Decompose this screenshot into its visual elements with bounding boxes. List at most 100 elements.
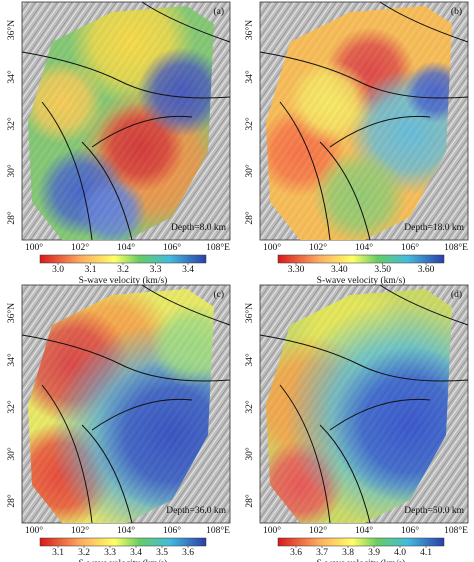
longitude-label: 104°	[117, 525, 135, 536]
colorbar-tick-label: 3.60	[418, 265, 435, 275]
map-panel: (a) Depth=8.0 km 36°N 34° 32° 30° 28° 100° 102° 1…	[6, 1, 231, 286]
fault-line	[91, 398, 193, 431]
longitude-label: 102°	[71, 525, 89, 536]
colorbar-tick-label: 3.1	[85, 265, 97, 275]
latitude-label: 30°	[6, 447, 17, 461]
colorbar-tick-label: 3.6	[182, 548, 194, 558]
colorbar-tick-label: 3.40	[331, 265, 348, 275]
fault-line	[279, 101, 331, 241]
depth-label: Depth=50.0 km	[404, 506, 464, 516]
colorbar	[277, 537, 445, 547]
fault-line	[41, 101, 93, 241]
colorbar	[39, 254, 207, 264]
colorbar-tick-label: 3.5	[156, 548, 168, 558]
fault-line	[259, 334, 469, 382]
longitude-label: 102°	[309, 525, 327, 536]
fault-line	[91, 115, 193, 148]
latitude-label: 36°N	[6, 20, 17, 40]
latitude-label: 28°	[6, 211, 17, 225]
longitude-label: 106°	[163, 242, 181, 253]
panel-label: (c)	[213, 289, 224, 300]
longitude-label: 106°	[401, 525, 419, 536]
map-panel: (d) Depth=50.0 km 36°N 34° 32° 30° 28° 100° 102°…	[244, 284, 469, 562]
colorbar-tick-label: 3.50	[374, 265, 391, 275]
colorbar-tick-label: 4.1	[420, 548, 432, 558]
fault-line	[319, 141, 371, 241]
latitude-label: 30°	[244, 447, 255, 461]
colorbar-tick-label: 3.1	[52, 548, 64, 558]
longitude-label: 108°E	[206, 525, 230, 536]
latitude-label: 34°	[244, 70, 255, 84]
latitude-label: 32°	[6, 400, 17, 414]
longitude-label: 108°E	[444, 242, 468, 253]
colorbar-label: S-wave velocity (km/s)	[79, 275, 168, 286]
fault-line	[21, 334, 231, 382]
colorbar-tick-label: 3.2	[78, 548, 90, 558]
longitude-label: 108°E	[444, 525, 468, 536]
longitude-label: 100°	[263, 525, 281, 536]
colorbar	[277, 254, 445, 264]
fault-line	[81, 141, 133, 241]
depth-label: Depth=8.0 km	[171, 223, 227, 233]
longitude-label: 104°	[117, 242, 135, 253]
latitude-label: 34°	[244, 353, 255, 367]
latitude-label: 36°N	[244, 303, 255, 323]
colorbar-tick-label: 3.30	[288, 265, 305, 275]
longitude-label: 108°E	[206, 242, 230, 253]
colorbar-tick-label: 3.3	[104, 548, 116, 558]
colorbar-tick-label: 3.3	[150, 265, 162, 275]
colorbar-tick-label: 3.6	[290, 548, 302, 558]
latitude-label: 28°	[244, 494, 255, 508]
latitude-label: 32°	[244, 400, 255, 414]
longitude-label: 104°	[355, 525, 373, 536]
colorbar-tick-label: 3.4	[182, 265, 194, 275]
fault-line	[279, 384, 331, 524]
colorbar-label: S-wave velocity (km/s)	[317, 275, 406, 286]
latitude-label: 28°	[244, 211, 255, 225]
panel-label: (a)	[213, 6, 224, 17]
colorbar-tick-label: 4.0	[394, 548, 406, 558]
latitude-label: 34°	[6, 353, 17, 367]
longitude-label: 106°	[401, 242, 419, 253]
latitude-label: 28°	[6, 494, 17, 508]
velocity-field	[28, 289, 214, 523]
panel-label: (d)	[451, 289, 462, 300]
fault-line	[41, 384, 93, 524]
longitude-label: 100°	[263, 242, 281, 253]
fault-line	[329, 398, 431, 431]
latitude-label: 36°N	[6, 303, 17, 323]
colorbar-tick-label: 3.0	[52, 265, 64, 275]
panel-label: (b)	[451, 6, 462, 17]
colorbar-tick-label: 3.9	[368, 548, 380, 558]
longitude-label: 104°	[355, 242, 373, 253]
longitude-label: 102°	[71, 242, 89, 253]
fault-line	[379, 1, 469, 43]
colorbar-tick-label: 3.7	[316, 548, 328, 558]
colorbar	[39, 537, 207, 547]
latitude-label: 36°N	[244, 20, 255, 40]
latitude-label: 30°	[6, 164, 17, 178]
longitude-label: 100°	[25, 525, 43, 536]
depth-label: Depth=36.0 km	[166, 506, 226, 516]
fault-line	[379, 284, 469, 326]
longitude-label: 106°	[163, 525, 181, 536]
fault-line	[141, 1, 231, 43]
fault-line	[329, 115, 431, 148]
fault-line	[81, 424, 133, 524]
latitude-label: 30°	[244, 164, 255, 178]
latitude-label: 32°	[6, 117, 17, 131]
fault-line	[21, 51, 231, 99]
colorbar-tick-label: 3.2	[117, 265, 129, 275]
depth-label: Depth=18.0 km	[404, 223, 464, 233]
map-panel: (c) Depth=36.0 km 36°N 34° 32° 30° 28° 100° 102°…	[6, 284, 231, 562]
colorbar-label: S-wave velocity (km/s)	[79, 558, 168, 562]
longitude-label: 102°	[309, 242, 327, 253]
colorbar-tick-label: 3.8	[342, 548, 354, 558]
latitude-label: 34°	[6, 70, 17, 84]
fault-line	[319, 424, 371, 524]
velocity-field	[266, 289, 452, 523]
longitude-label: 100°	[25, 242, 43, 253]
colorbar-tick-label: 3.4	[130, 548, 142, 558]
fault-line	[141, 284, 231, 326]
